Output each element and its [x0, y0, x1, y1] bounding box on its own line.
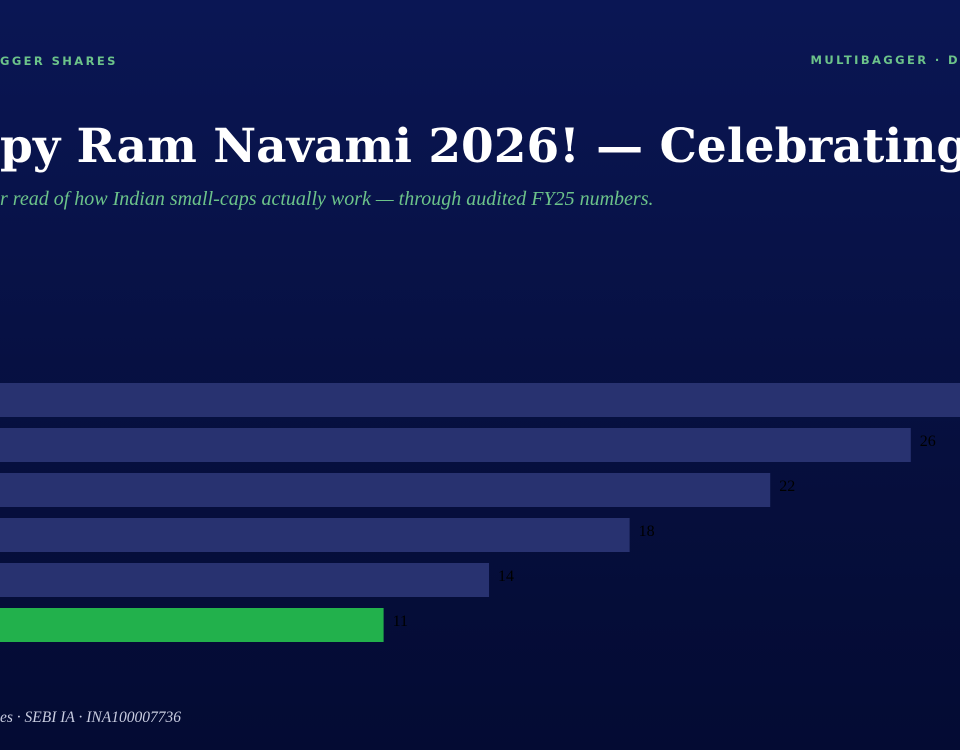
bar [0, 383, 960, 417]
value-label: 26 [920, 433, 936, 450]
value-label: 11 [393, 613, 408, 630]
bar [0, 473, 771, 507]
bar [0, 518, 630, 552]
subtitle: r read of how Indian small-caps actually… [0, 188, 654, 210]
value-label: 18 [639, 523, 655, 540]
bar [0, 428, 911, 462]
title: py Ram Navami 2026! — Celebrating [0, 119, 960, 174]
right-tag: MULTIBAGGER · D [810, 53, 960, 67]
bar [0, 563, 490, 597]
value-label: 14 [498, 568, 514, 585]
bar [0, 608, 384, 642]
value-label: 22 [779, 478, 795, 495]
footer: es · SEBI IA · INA100007736 [0, 709, 181, 726]
left-tag: GGER SHARES [0, 54, 118, 68]
